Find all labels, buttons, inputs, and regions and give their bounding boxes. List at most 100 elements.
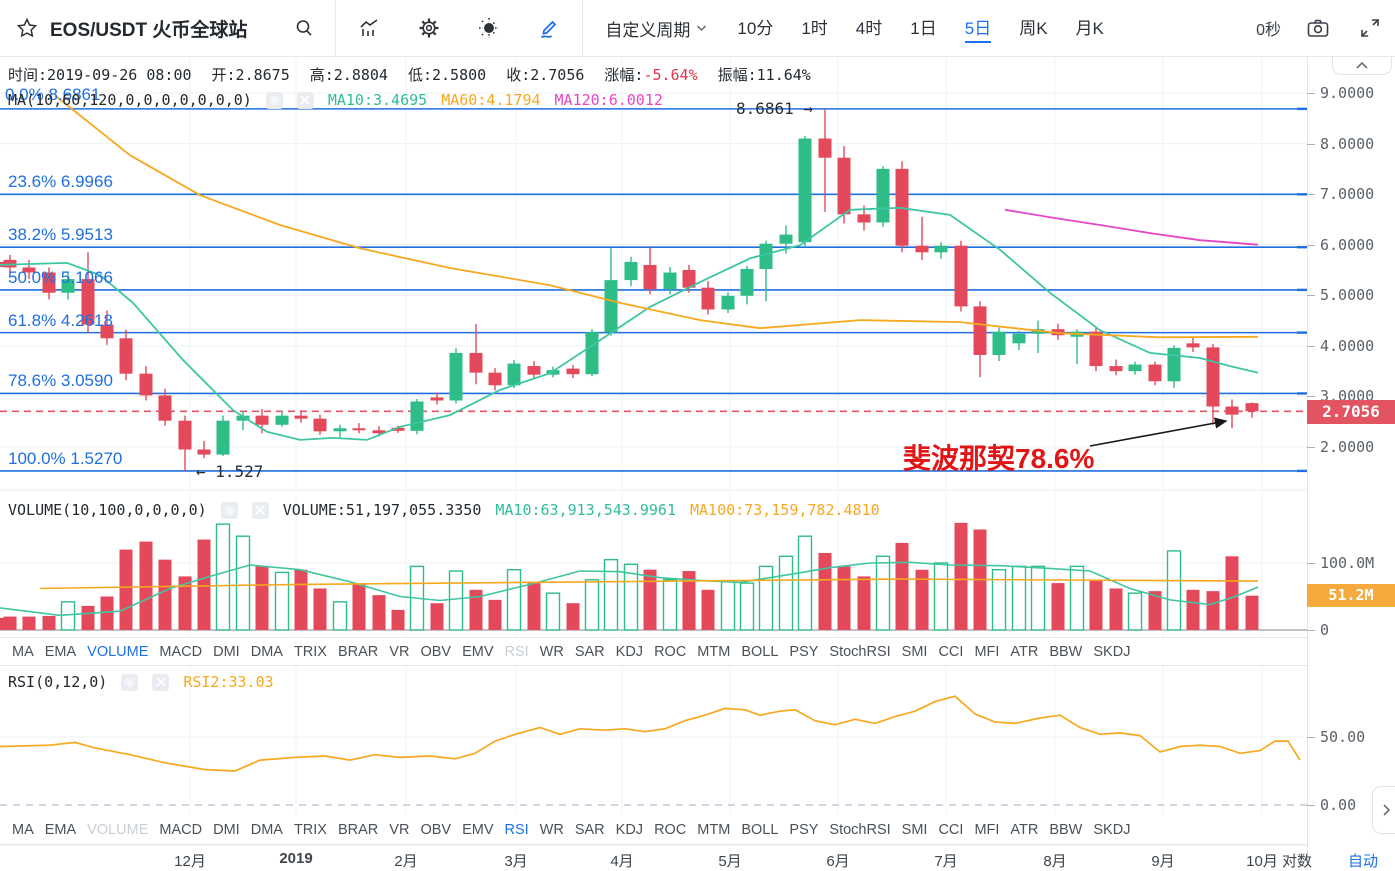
indicator-tab-vr[interactable]: VR [389, 643, 410, 660]
indicator-tab-cci[interactable]: CCI [938, 643, 964, 660]
timeframe-4时[interactable]: 4时 [855, 18, 883, 38]
indicator-tab-brar[interactable]: BRAR [337, 821, 379, 838]
indicator-tab-wr[interactable]: WR [539, 643, 564, 660]
ohlc-info-bar: 时间:2019-09-26 08:00 开:2.8675 高:2.8804 低:… [8, 64, 811, 85]
search-icon[interactable] [291, 15, 317, 41]
indicator-tab-macd[interactable]: MACD [159, 821, 203, 838]
indicator-tab-psy[interactable]: PSY [789, 821, 819, 838]
volume-formula: VOLUME(10,100,0,0,0,0) [8, 501, 207, 519]
indicator-tab-smi[interactable]: SMI [901, 821, 928, 838]
ma-close-icon[interactable] [296, 91, 314, 109]
indicator-tab-dmi[interactable]: DMI [213, 643, 240, 660]
indicator-tab-stochrsi[interactable]: StochRSI [829, 821, 891, 838]
indicator-tab-rsi[interactable]: RSI [504, 821, 529, 838]
indicator-tab-volume[interactable]: VOLUME [87, 643, 149, 660]
favorite-star-icon[interactable] [14, 15, 40, 41]
indicator-tab-ma[interactable]: MA [12, 643, 34, 660]
indicator-tab-obv[interactable]: OBV [420, 821, 452, 838]
ma120-value: MA120:6.0012 [554, 91, 663, 109]
indicator-tab-emv[interactable]: EMV [462, 643, 494, 660]
volume-close-icon[interactable] [251, 501, 269, 519]
timeframe-1日[interactable]: 1日 [910, 18, 937, 38]
annotation-fib-callout: 斐波那契78.6% [903, 443, 1095, 474]
indicator-tab-dma[interactable]: DMA [250, 821, 283, 838]
indicator-tabs-lower: MA EMA VOLUME MACD DMI DMA TRIX BRAR VR OBV EMV RSI… [0, 815, 1307, 845]
fullscreen-icon[interactable] [1357, 15, 1383, 41]
timeframe-月K[interactable]: 月K [1075, 18, 1104, 38]
indicator-tab-emv[interactable]: EMV [462, 821, 494, 838]
settings-gear-icon[interactable] [416, 15, 442, 41]
indicator-tab-mfi[interactable]: MFI [974, 643, 1000, 660]
time-axis-2019: 2019 [279, 850, 313, 867]
indicator-tab-skdj[interactable]: SKDJ [1093, 821, 1131, 838]
indicator-tab-dmi[interactable]: DMI [213, 821, 240, 838]
indicator-tab-trix[interactable]: TRIX [293, 643, 327, 660]
fib-label-0: 0.0% 8.6861 [5, 85, 101, 104]
fib-label-61.8%: 61.8% 4.2618 [8, 311, 113, 330]
indicator-tab-boll[interactable]: BOLL [741, 643, 779, 660]
ma-settings-icon[interactable] [265, 91, 283, 109]
indicator-tab-volume[interactable]: VOLUME [87, 821, 149, 838]
indicator-tab-smi[interactable]: SMI [901, 643, 928, 660]
indicator-tab-wr[interactable]: WR [539, 821, 564, 838]
timeframe-10分[interactable]: 10分 [737, 18, 774, 38]
indicator-tab-bbw[interactable]: BBW [1049, 821, 1083, 838]
price-tick-5: 5.0000 [1306, 286, 1375, 304]
indicator-tabs-upper: MA EMA VOLUME MACD DMI DMA TRIX BRAR VR OBV EMV RSI… [0, 637, 1307, 666]
indicator-tab-sar[interactable]: SAR [574, 643, 605, 660]
indicator-tab-rsi[interactable]: RSI [504, 643, 529, 660]
time-axis-10月: 10月 [1246, 853, 1278, 870]
indicator-tab-ema[interactable]: EMA [44, 821, 77, 838]
bar-amplitude: 振幅:11.64% [717, 66, 811, 84]
indicator-tab-trix[interactable]: TRIX [293, 821, 327, 838]
price-tick-4: 4.0000 [1306, 337, 1375, 355]
time-axis-5月: 5月 [718, 853, 742, 870]
indicator-tab-skdj[interactable]: SKDJ [1093, 643, 1131, 660]
chart-style-icon[interactable] [356, 15, 382, 41]
annotation-peak-price: 8.6861 → [736, 99, 814, 118]
indicator-tab-vr[interactable]: VR [389, 821, 410, 838]
timeframe-周K[interactable]: 周K [1019, 18, 1048, 38]
indicator-tab-sar[interactable]: SAR [574, 821, 605, 838]
indicator-tab-kdj[interactable]: KDJ [615, 643, 644, 660]
collapse-axis-button[interactable] [1332, 57, 1392, 75]
indicator-tab-mfi[interactable]: MFI [974, 821, 1000, 838]
rsi-tick-0: 0.00 [1306, 796, 1357, 814]
draw-pencil-icon[interactable] [536, 15, 562, 41]
indicator-tab-obv[interactable]: OBV [420, 643, 452, 660]
indicator-tab-ma[interactable]: MA [12, 821, 34, 838]
volume-ma100-value: MA100:73,159,782.4810 [690, 501, 880, 519]
bar-change: 涨幅:-5.64% [604, 66, 698, 84]
auto-scale-toggle[interactable]: 自动 [1348, 853, 1379, 870]
indicator-tab-dma[interactable]: DMA [250, 643, 283, 660]
indicator-tab-brar[interactable]: BRAR [337, 643, 379, 660]
indicator-tab-bbw[interactable]: BBW [1049, 643, 1083, 660]
rsi-close-icon[interactable] [152, 673, 170, 691]
timeframe-1时[interactable]: 1时 [801, 18, 828, 38]
expand-panel-button[interactable] [1372, 786, 1395, 834]
rsi-settings-icon[interactable] [121, 673, 139, 691]
indicator-tab-stochrsi[interactable]: StochRSI [829, 643, 891, 660]
volume-settings-icon[interactable] [220, 501, 238, 519]
indicator-tab-roc[interactable]: ROC [654, 821, 687, 838]
indicator-tab-atr[interactable]: ATR [1010, 643, 1039, 660]
indicator-tab-mtm[interactable]: MTM [697, 643, 731, 660]
indicator-tab-roc[interactable]: ROC [654, 643, 687, 660]
chevron-down-icon [697, 25, 707, 32]
indicator-tab-kdj[interactable]: KDJ [615, 821, 644, 838]
volume-value: VOLUME:51,197,055.3350 [282, 501, 482, 519]
indicator-tab-cci[interactable]: CCI [938, 821, 964, 838]
log-scale-toggle[interactable]: 对数 [1282, 853, 1313, 870]
indicator-tab-macd[interactable]: MACD [159, 643, 203, 660]
brightness-theme-icon[interactable] [476, 15, 502, 41]
indicator-tab-psy[interactable]: PSY [789, 643, 819, 660]
indicator-tab-ema[interactable]: EMA [44, 643, 77, 660]
indicator-tab-boll[interactable]: BOLL [741, 821, 779, 838]
custom-period-dropdown[interactable]: 自定义周期 [605, 16, 707, 41]
screenshot-camera-icon[interactable] [1305, 15, 1331, 41]
timeframe-5日[interactable]: 5日 [964, 14, 992, 43]
indicator-tab-atr[interactable]: ATR [1010, 821, 1039, 838]
indicator-tab-mtm[interactable]: MTM [697, 821, 731, 838]
